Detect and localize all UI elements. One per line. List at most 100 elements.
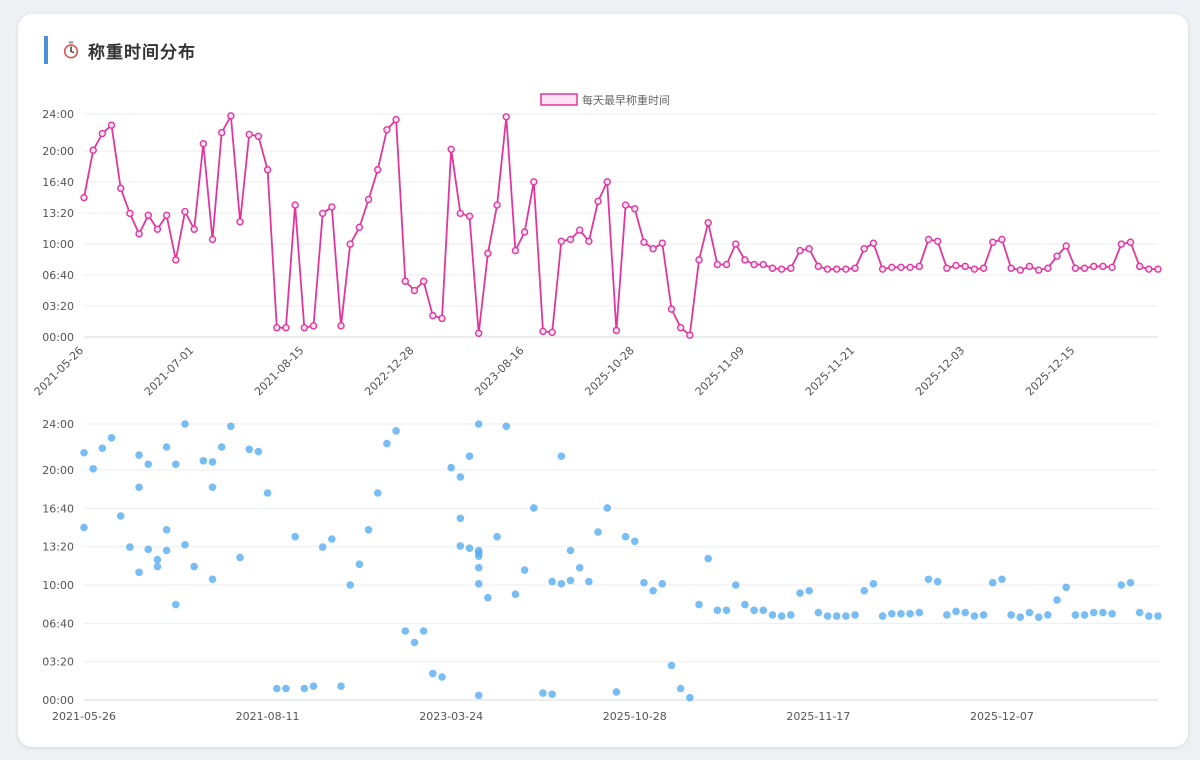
y-tick-label: 06:40 — [42, 269, 74, 282]
line-point — [236, 218, 244, 226]
x-tick-label: 2025-12-07 — [970, 710, 1034, 723]
line-point — [520, 228, 529, 236]
line-point — [842, 265, 850, 273]
line-point — [1090, 262, 1098, 271]
line-point — [135, 230, 143, 238]
scatter-point — [713, 606, 722, 615]
scatter-point — [915, 608, 924, 617]
line-point — [575, 226, 584, 234]
line-point — [594, 197, 602, 206]
scatter-point — [300, 684, 309, 693]
line-point — [823, 265, 832, 273]
scatter-point — [1154, 612, 1162, 620]
scatter-point — [1016, 613, 1025, 621]
line-point — [612, 326, 621, 335]
scatter-point — [796, 589, 804, 597]
scatter-point — [768, 611, 777, 619]
line-point — [1025, 262, 1034, 271]
line-point — [952, 261, 960, 270]
line-point — [181, 207, 189, 216]
scatter-point — [144, 545, 153, 554]
scatter-point — [392, 427, 400, 435]
scatter-point — [943, 611, 951, 619]
line-point — [300, 324, 309, 332]
line-point — [970, 265, 979, 273]
scatter-point — [153, 562, 162, 571]
chart-card — [18, 14, 1188, 747]
line-point — [364, 195, 373, 204]
x-tick-label: 2025-11-21 — [803, 344, 857, 398]
x-tick-label: 2025-10-28 — [582, 344, 636, 398]
scatter-point — [548, 577, 556, 586]
scatter-point — [282, 684, 290, 693]
line-point — [1053, 252, 1061, 260]
scatter-point — [465, 452, 474, 461]
line-point — [741, 256, 749, 264]
scatter-point — [493, 532, 501, 541]
scatter-point — [126, 543, 134, 551]
scatter-point — [878, 612, 887, 620]
scatter-point — [686, 693, 694, 702]
line-point — [989, 238, 997, 246]
scatter-point — [383, 439, 391, 448]
scatter-point — [511, 590, 520, 598]
scatter-point — [1071, 611, 1080, 619]
scatter-point — [135, 568, 143, 577]
line-point — [346, 240, 354, 248]
line-point — [961, 262, 969, 271]
legend-label: 每天最早称重时间 — [582, 93, 670, 107]
scatter-point — [787, 611, 795, 619]
scatter-point — [171, 600, 180, 609]
scatter-point — [731, 581, 740, 589]
line-point — [722, 260, 731, 269]
line-point — [530, 178, 538, 186]
line-point — [1080, 264, 1089, 272]
line-point — [172, 256, 180, 264]
scatter-point — [236, 553, 244, 562]
scatter-point — [107, 434, 116, 442]
x-tick-label: 2023-08-16 — [472, 344, 526, 398]
scatter-point — [952, 607, 960, 616]
line-point — [484, 249, 492, 258]
line-point — [465, 212, 474, 220]
line-point — [126, 209, 134, 218]
line-point — [998, 235, 1006, 244]
scatter-point — [722, 606, 731, 615]
scatter-point — [135, 451, 143, 459]
line-point — [676, 324, 685, 332]
line-point — [704, 219, 712, 227]
line-point — [585, 237, 593, 245]
line-point — [199, 140, 208, 148]
line-point — [777, 265, 786, 273]
scatter-point — [557, 452, 566, 461]
y-tick-label: 06:40 — [42, 617, 74, 630]
line-point — [906, 263, 914, 272]
scatter-point — [566, 576, 575, 585]
scatter-point — [144, 460, 153, 469]
scatter-point — [208, 575, 217, 584]
scatter-point — [529, 504, 538, 512]
y-tick-label: 10:00 — [42, 238, 74, 251]
y-tick-label: 03:20 — [42, 300, 74, 313]
scatter-point — [897, 609, 905, 618]
line-point — [796, 246, 804, 255]
scatter-point — [1099, 608, 1107, 617]
scatter-point — [575, 563, 584, 572]
line-point — [539, 327, 547, 336]
scatter-point — [1062, 583, 1071, 592]
scatter-point — [447, 463, 455, 472]
stopwatch-icon — [63, 41, 79, 59]
line-point — [208, 235, 217, 244]
line-point — [1044, 264, 1052, 272]
line-point — [878, 265, 887, 273]
line-point — [1016, 266, 1025, 274]
line-point — [429, 311, 437, 320]
scatter-point — [630, 537, 639, 546]
line-point — [374, 166, 382, 174]
line-point — [713, 260, 722, 269]
scatter-point — [474, 563, 483, 572]
scatter-point — [585, 577, 593, 586]
scatter-point — [1044, 611, 1052, 619]
line-point — [309, 322, 318, 330]
